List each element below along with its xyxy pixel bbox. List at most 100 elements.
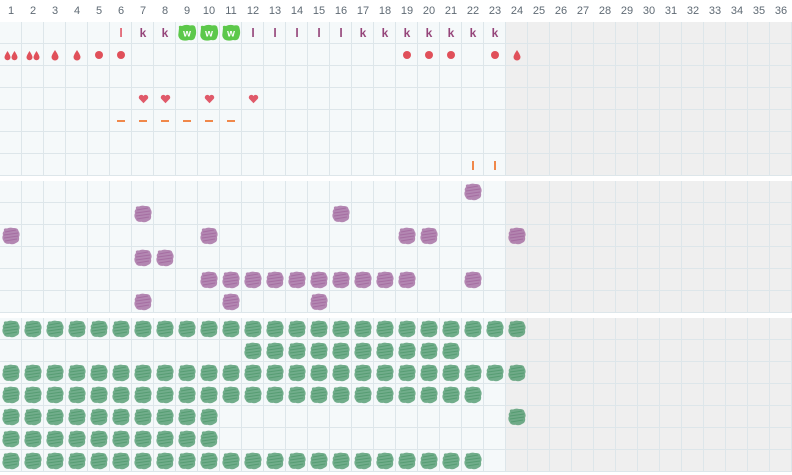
scribble-green-icon[interactable]	[22, 362, 44, 384]
grid-cell[interactable]	[374, 203, 396, 225]
grid-cell[interactable]	[374, 225, 396, 247]
scribble-green-icon[interactable]	[110, 450, 132, 472]
scribble-purple-icon[interactable]	[308, 269, 330, 291]
grid-cell[interactable]	[638, 154, 660, 176]
grid-cell[interactable]	[726, 22, 748, 44]
scribble-green-icon[interactable]	[374, 362, 396, 384]
scribble-purple-icon[interactable]	[506, 225, 528, 247]
scribble-green-icon[interactable]	[110, 318, 132, 340]
grid-cell[interactable]	[748, 384, 770, 406]
grid-cell[interactable]	[528, 132, 550, 154]
scribble-purple-icon[interactable]	[154, 247, 176, 269]
grid-cell[interactable]	[66, 340, 88, 362]
grid-cell[interactable]	[484, 66, 506, 88]
grid-cell[interactable]	[88, 225, 110, 247]
scribble-green-icon[interactable]	[154, 318, 176, 340]
grid-cell[interactable]	[154, 291, 176, 313]
grid-cell[interactable]	[66, 154, 88, 176]
grid-cell[interactable]	[550, 247, 572, 269]
grid-cell[interactable]	[308, 132, 330, 154]
grid-cell[interactable]	[22, 44, 44, 66]
scribble-green-icon[interactable]	[330, 318, 352, 340]
grid-cell[interactable]	[374, 110, 396, 132]
grid-cell[interactable]	[484, 269, 506, 291]
grid-cell[interactable]	[550, 66, 572, 88]
grid-cell[interactable]	[660, 450, 682, 472]
grid-cell[interactable]	[770, 247, 792, 269]
grid-cell[interactable]	[176, 340, 198, 362]
grid-cell[interactable]	[0, 66, 22, 88]
grid-cell[interactable]	[704, 247, 726, 269]
grid-cell[interactable]	[330, 110, 352, 132]
scribble-green-icon[interactable]	[132, 450, 154, 472]
grid-cell[interactable]	[330, 406, 352, 428]
scribble-purple-icon[interactable]	[220, 291, 242, 313]
grid-cell[interactable]	[748, 66, 770, 88]
grid-cell[interactable]	[88, 88, 110, 110]
dash-icon[interactable]	[132, 110, 154, 132]
grid-cell[interactable]	[308, 88, 330, 110]
scribble-green-icon[interactable]	[154, 406, 176, 428]
scribble-purple-icon[interactable]	[418, 225, 440, 247]
grid-cell[interactable]	[462, 406, 484, 428]
grid-cell[interactable]	[242, 154, 264, 176]
grid-cell[interactable]	[352, 132, 374, 154]
grid-cell[interactable]	[110, 269, 132, 291]
grid-cell[interactable]	[572, 88, 594, 110]
grid-cell[interactable]	[616, 269, 638, 291]
scribble-green-icon[interactable]	[198, 318, 220, 340]
grid-cell[interactable]	[22, 22, 44, 44]
grid-cell[interactable]	[528, 225, 550, 247]
grid-cell[interactable]	[572, 269, 594, 291]
scribble-green-icon[interactable]	[308, 340, 330, 362]
grid-cell[interactable]	[220, 154, 242, 176]
scribble-green-icon[interactable]	[198, 406, 220, 428]
grid-cell[interactable]	[176, 66, 198, 88]
grid-cell[interactable]	[0, 44, 22, 66]
grid-cell[interactable]	[198, 154, 220, 176]
w-badge-icon[interactable]: w	[176, 22, 198, 44]
grid-cell[interactable]	[154, 132, 176, 154]
grid-cell[interactable]	[154, 340, 176, 362]
grid-cell[interactable]	[594, 428, 616, 450]
grid-cell[interactable]	[660, 44, 682, 66]
grid-cell[interactable]	[462, 110, 484, 132]
scribble-green-icon[interactable]	[110, 384, 132, 406]
grid-cell[interactable]	[330, 132, 352, 154]
scribble-purple-icon[interactable]	[198, 269, 220, 291]
grid-cell[interactable]	[616, 225, 638, 247]
grid-cell[interactable]	[726, 318, 748, 340]
scribble-green-icon[interactable]	[242, 384, 264, 406]
scribble-purple-icon[interactable]	[132, 291, 154, 313]
grid-cell[interactable]	[572, 225, 594, 247]
grid-cell[interactable]	[572, 428, 594, 450]
scribble-green-icon[interactable]	[352, 450, 374, 472]
grid-cell[interactable]	[682, 88, 704, 110]
scribble-green-icon[interactable]	[132, 362, 154, 384]
grid-cell[interactable]	[616, 450, 638, 472]
dash-icon[interactable]	[154, 110, 176, 132]
grid-cell[interactable]	[176, 132, 198, 154]
grid-cell[interactable]	[88, 110, 110, 132]
grid-cell[interactable]	[506, 269, 528, 291]
grid-cell[interactable]	[638, 269, 660, 291]
grid-cell[interactable]	[726, 203, 748, 225]
grid-cell[interactable]	[132, 269, 154, 291]
letter-l-icon[interactable]: l	[119, 26, 123, 40]
grid-cell[interactable]	[682, 269, 704, 291]
grid-cell[interactable]	[440, 181, 462, 203]
grid-cell[interactable]	[682, 203, 704, 225]
grid-cell[interactable]	[616, 154, 638, 176]
grid-cell[interactable]	[528, 88, 550, 110]
letter-k-icon[interactable]: k	[381, 26, 389, 40]
grid-cell[interactable]	[440, 22, 462, 44]
grid-cell[interactable]	[506, 291, 528, 313]
grid-cell[interactable]	[462, 291, 484, 313]
scribble-green-icon[interactable]	[220, 384, 242, 406]
grid-cell[interactable]	[176, 225, 198, 247]
grid-cell[interactable]	[682, 318, 704, 340]
grid-cell[interactable]	[66, 88, 88, 110]
grid-cell[interactable]	[330, 154, 352, 176]
grid-cell[interactable]	[440, 269, 462, 291]
grid-cell[interactable]	[330, 44, 352, 66]
